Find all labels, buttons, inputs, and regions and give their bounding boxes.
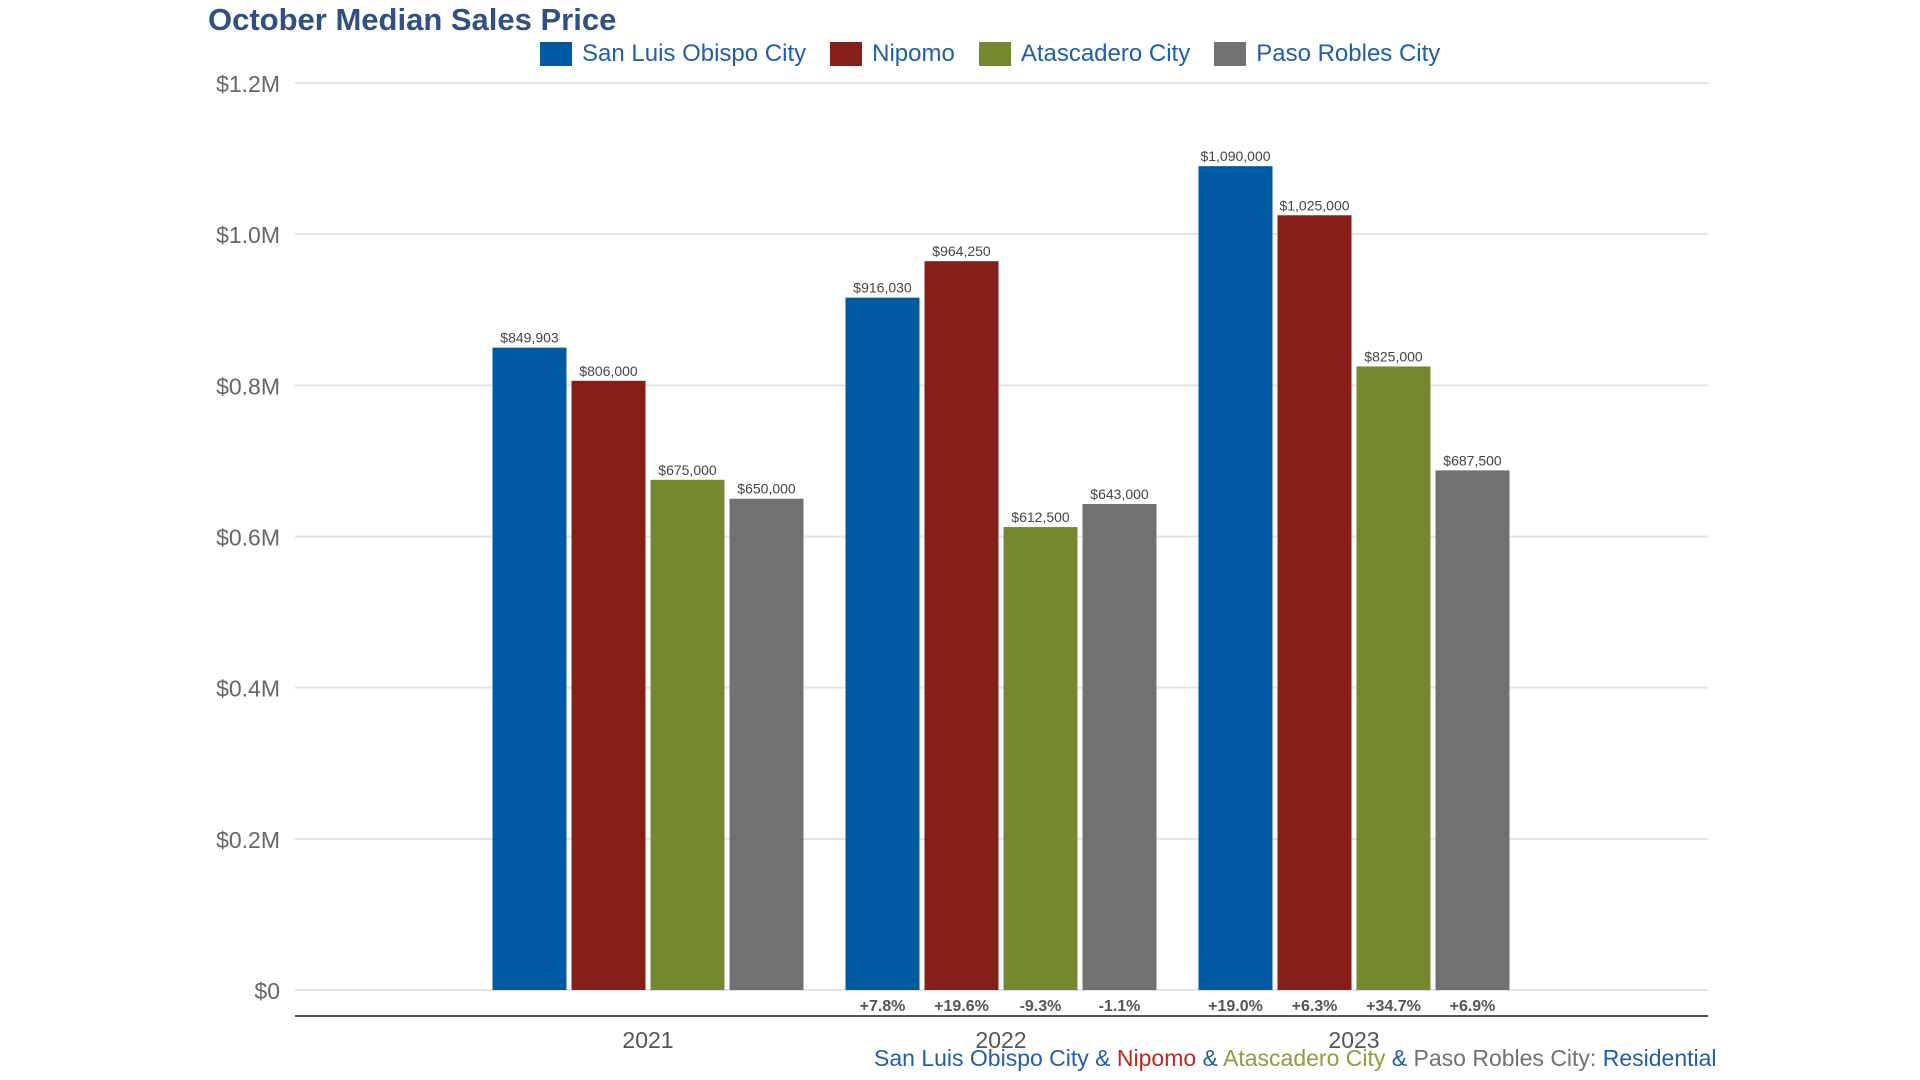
y-tick-label: $0.6M (216, 525, 280, 551)
legend: San Luis Obispo City Nipomo Atascadero C… (540, 40, 1440, 68)
footer-part-residential: Residential (1602, 1045, 1717, 1071)
change-label: +34.7% (1366, 998, 1421, 1015)
data-label: $849,903 (500, 330, 559, 346)
change-label: +6.9% (1450, 998, 1496, 1015)
y-tick-label: $0.4M (216, 676, 280, 702)
legend-swatch-atascadero (978, 42, 1011, 66)
data-label: $806,000 (579, 363, 638, 379)
bar (1003, 527, 1078, 990)
change-label: +19.6% (934, 998, 989, 1015)
change-label: -9.3% (1020, 998, 1062, 1015)
footer-amp: & (1088, 1045, 1117, 1071)
legend-label-atascadero: Atascadero City (1020, 40, 1191, 67)
legend-item-atascadero[interactable]: Atascadero City (978, 40, 1191, 68)
data-label: $687,500 (1443, 452, 1502, 468)
legend-swatch-nipomo (830, 42, 863, 66)
legend-swatch-paso-robles (1214, 42, 1247, 66)
change-label: -1.1% (1099, 998, 1141, 1015)
bar (924, 261, 999, 990)
y-tick-label: $0.2M (216, 827, 280, 853)
footer-part-slo: San Luis Obispo City (874, 1045, 1089, 1071)
legend-item-nipomo[interactable]: Nipomo (830, 40, 955, 68)
y-tick-label: $1.2M (216, 71, 280, 97)
bar (729, 498, 804, 990)
legend-label-nipomo: Nipomo (872, 40, 955, 67)
data-label: $964,250 (932, 243, 991, 259)
footer-amp: & (1385, 1045, 1414, 1071)
footer-amp: & (1196, 1045, 1224, 1071)
bar (1277, 215, 1352, 991)
bar (1356, 366, 1431, 990)
y-tick-label: $0.8M (216, 373, 280, 399)
bar (492, 347, 567, 990)
x-tick-label: 2022 (975, 1027, 1026, 1053)
data-label: $643,000 (1090, 486, 1149, 502)
data-label: $825,000 (1364, 348, 1423, 364)
data-label: $612,500 (1011, 509, 1070, 525)
legend-item-slo[interactable]: San Luis Obispo City (540, 40, 806, 68)
x-tick-label: 2023 (1328, 1027, 1379, 1053)
y-tick-label: $0 (254, 978, 280, 1004)
bar (1435, 470, 1510, 990)
legend-label-paso-robles: Paso Robles City (1256, 40, 1441, 67)
bar (1082, 503, 1157, 990)
data-label: $650,000 (737, 481, 796, 497)
footer-caption: San Luis Obispo City & Nipomo & Atascade… (874, 1045, 1717, 1072)
data-label: $1,025,000 (1279, 197, 1349, 213)
data-label: $916,030 (853, 280, 912, 296)
bar (1198, 166, 1273, 990)
footer-part-paso-robles: Paso Robles City: (1413, 1045, 1603, 1071)
chart-title: October Median Sales Price (208, 2, 617, 37)
legend-item-paso-robles[interactable]: Paso Robles City (1214, 40, 1440, 68)
change-label: +19.0% (1208, 998, 1263, 1015)
bar (571, 380, 646, 990)
legend-label-slo: San Luis Obispo City (582, 40, 807, 67)
bar (845, 297, 920, 990)
change-label: +6.3% (1292, 998, 1338, 1015)
y-tick-label: $1.0M (216, 222, 280, 248)
data-label: $675,000 (658, 462, 717, 478)
legend-swatch-slo (540, 42, 572, 66)
bar (650, 479, 725, 990)
footer-part-atascadero: Atascadero City (1223, 1045, 1386, 1071)
footer-part-nipomo: Nipomo (1116, 1045, 1197, 1071)
x-tick-label: 2021 (622, 1027, 673, 1053)
data-label: $1,090,000 (1200, 148, 1270, 164)
change-label: +7.8% (860, 998, 906, 1015)
